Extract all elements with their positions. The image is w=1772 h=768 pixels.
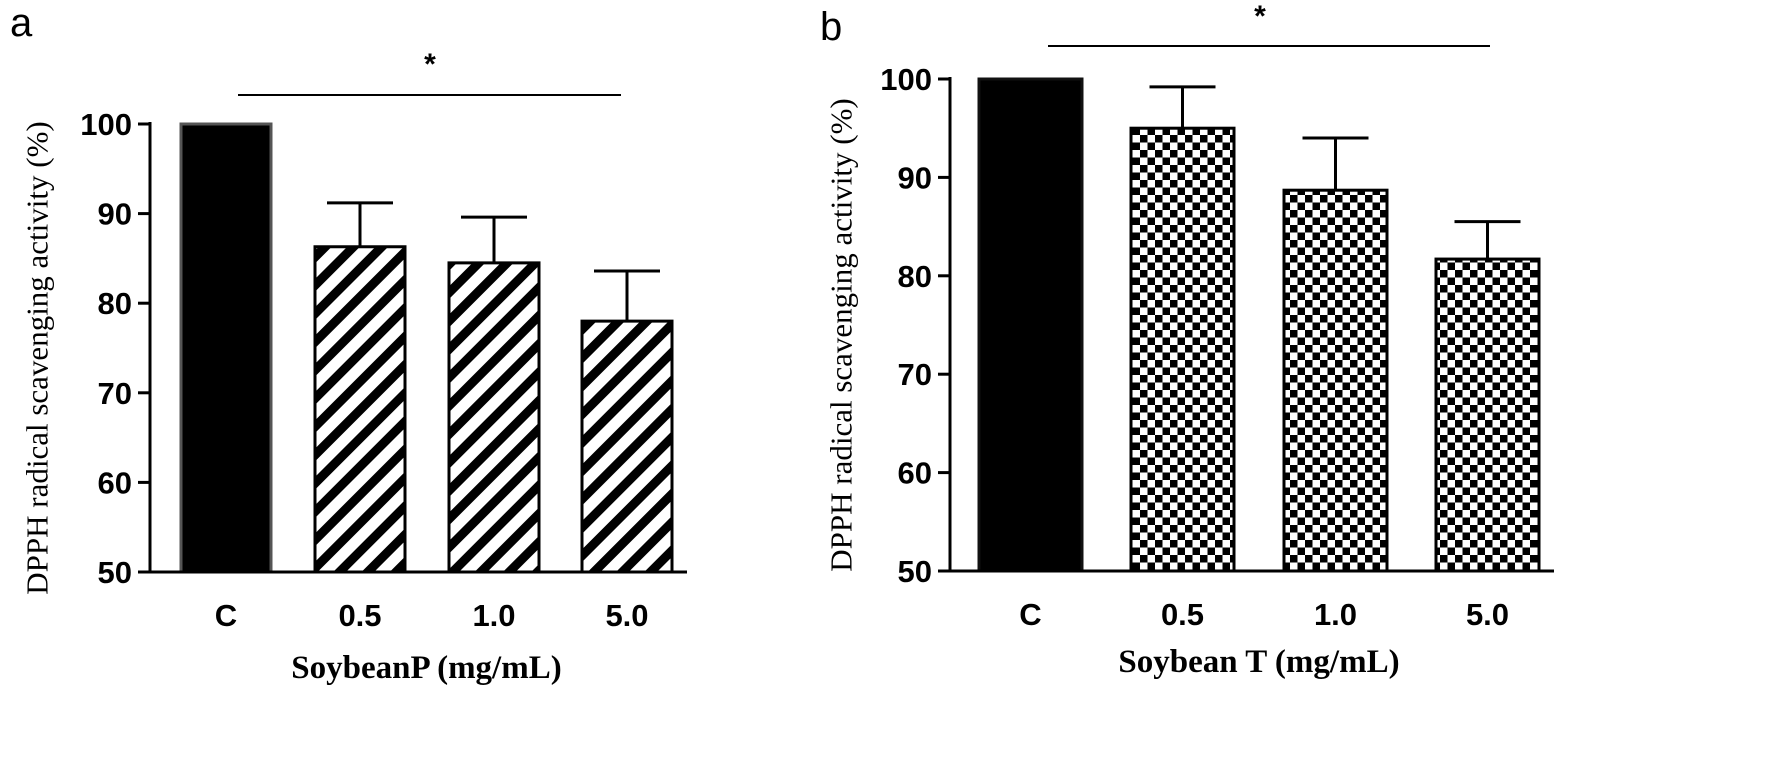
y-tick-label: 90 — [898, 160, 932, 195]
significance-marker: * — [424, 48, 436, 81]
x-tick-label: C — [1019, 597, 1041, 632]
significance-marker: * — [1254, 0, 1266, 33]
bar-5.0 — [1434, 257, 1541, 573]
chart-panel-b: b 50 60 70 80 90 100 C 0.5 1.0 5.0 DPPH radical sca… — [820, 0, 1554, 680]
y-tick-label: 50 — [98, 555, 132, 590]
y-tick-label: 60 — [98, 465, 132, 500]
y-tick-label: 70 — [898, 357, 932, 392]
x-tick-label: 0.5 — [338, 598, 381, 633]
y-axis-title: DPPH radical scavenging activity (%) — [824, 98, 859, 571]
panel-label: a — [10, 1, 33, 45]
x-tick-label: 1.0 — [472, 598, 515, 633]
y-tick-label: 60 — [898, 456, 932, 491]
x-axis-title: Soybean T (mg/mL) — [1118, 644, 1399, 680]
chart-panel-a: a 50 60 70 80 90 100 C 0.5 1.0 5.0 DPPH radical sca… — [10, 1, 687, 686]
bar-1.0 — [447, 261, 541, 574]
y-tick-label: 80 — [98, 286, 132, 321]
x-tick-label: 1.0 — [1314, 597, 1357, 632]
y-tick-label: 50 — [898, 554, 932, 589]
y-axis-title: DPPH radical scavenging activity (%) — [20, 121, 55, 594]
y-tick-label: 100 — [80, 107, 132, 142]
y-tick-label: 70 — [98, 376, 132, 411]
x-tick-label: 5.0 — [1466, 597, 1509, 632]
bar-0.5 — [1129, 126, 1236, 573]
x-axis-title: SoybeanP (mg/mL) — [291, 650, 561, 686]
x-tick-label: 5.0 — [605, 598, 648, 633]
bar-0.5 — [313, 245, 407, 574]
y-tick-label: 90 — [98, 197, 132, 232]
bar-control — [179, 122, 273, 574]
bar-5.0 — [580, 319, 674, 574]
x-tick-label: C — [215, 598, 237, 633]
bar-1.0 — [1282, 188, 1389, 573]
y-tick-label: 100 — [880, 62, 932, 97]
x-tick-label: 0.5 — [1161, 597, 1204, 632]
y-tick-label: 80 — [898, 259, 932, 294]
panel-label: b — [820, 5, 842, 49]
bar-control — [977, 77, 1084, 573]
